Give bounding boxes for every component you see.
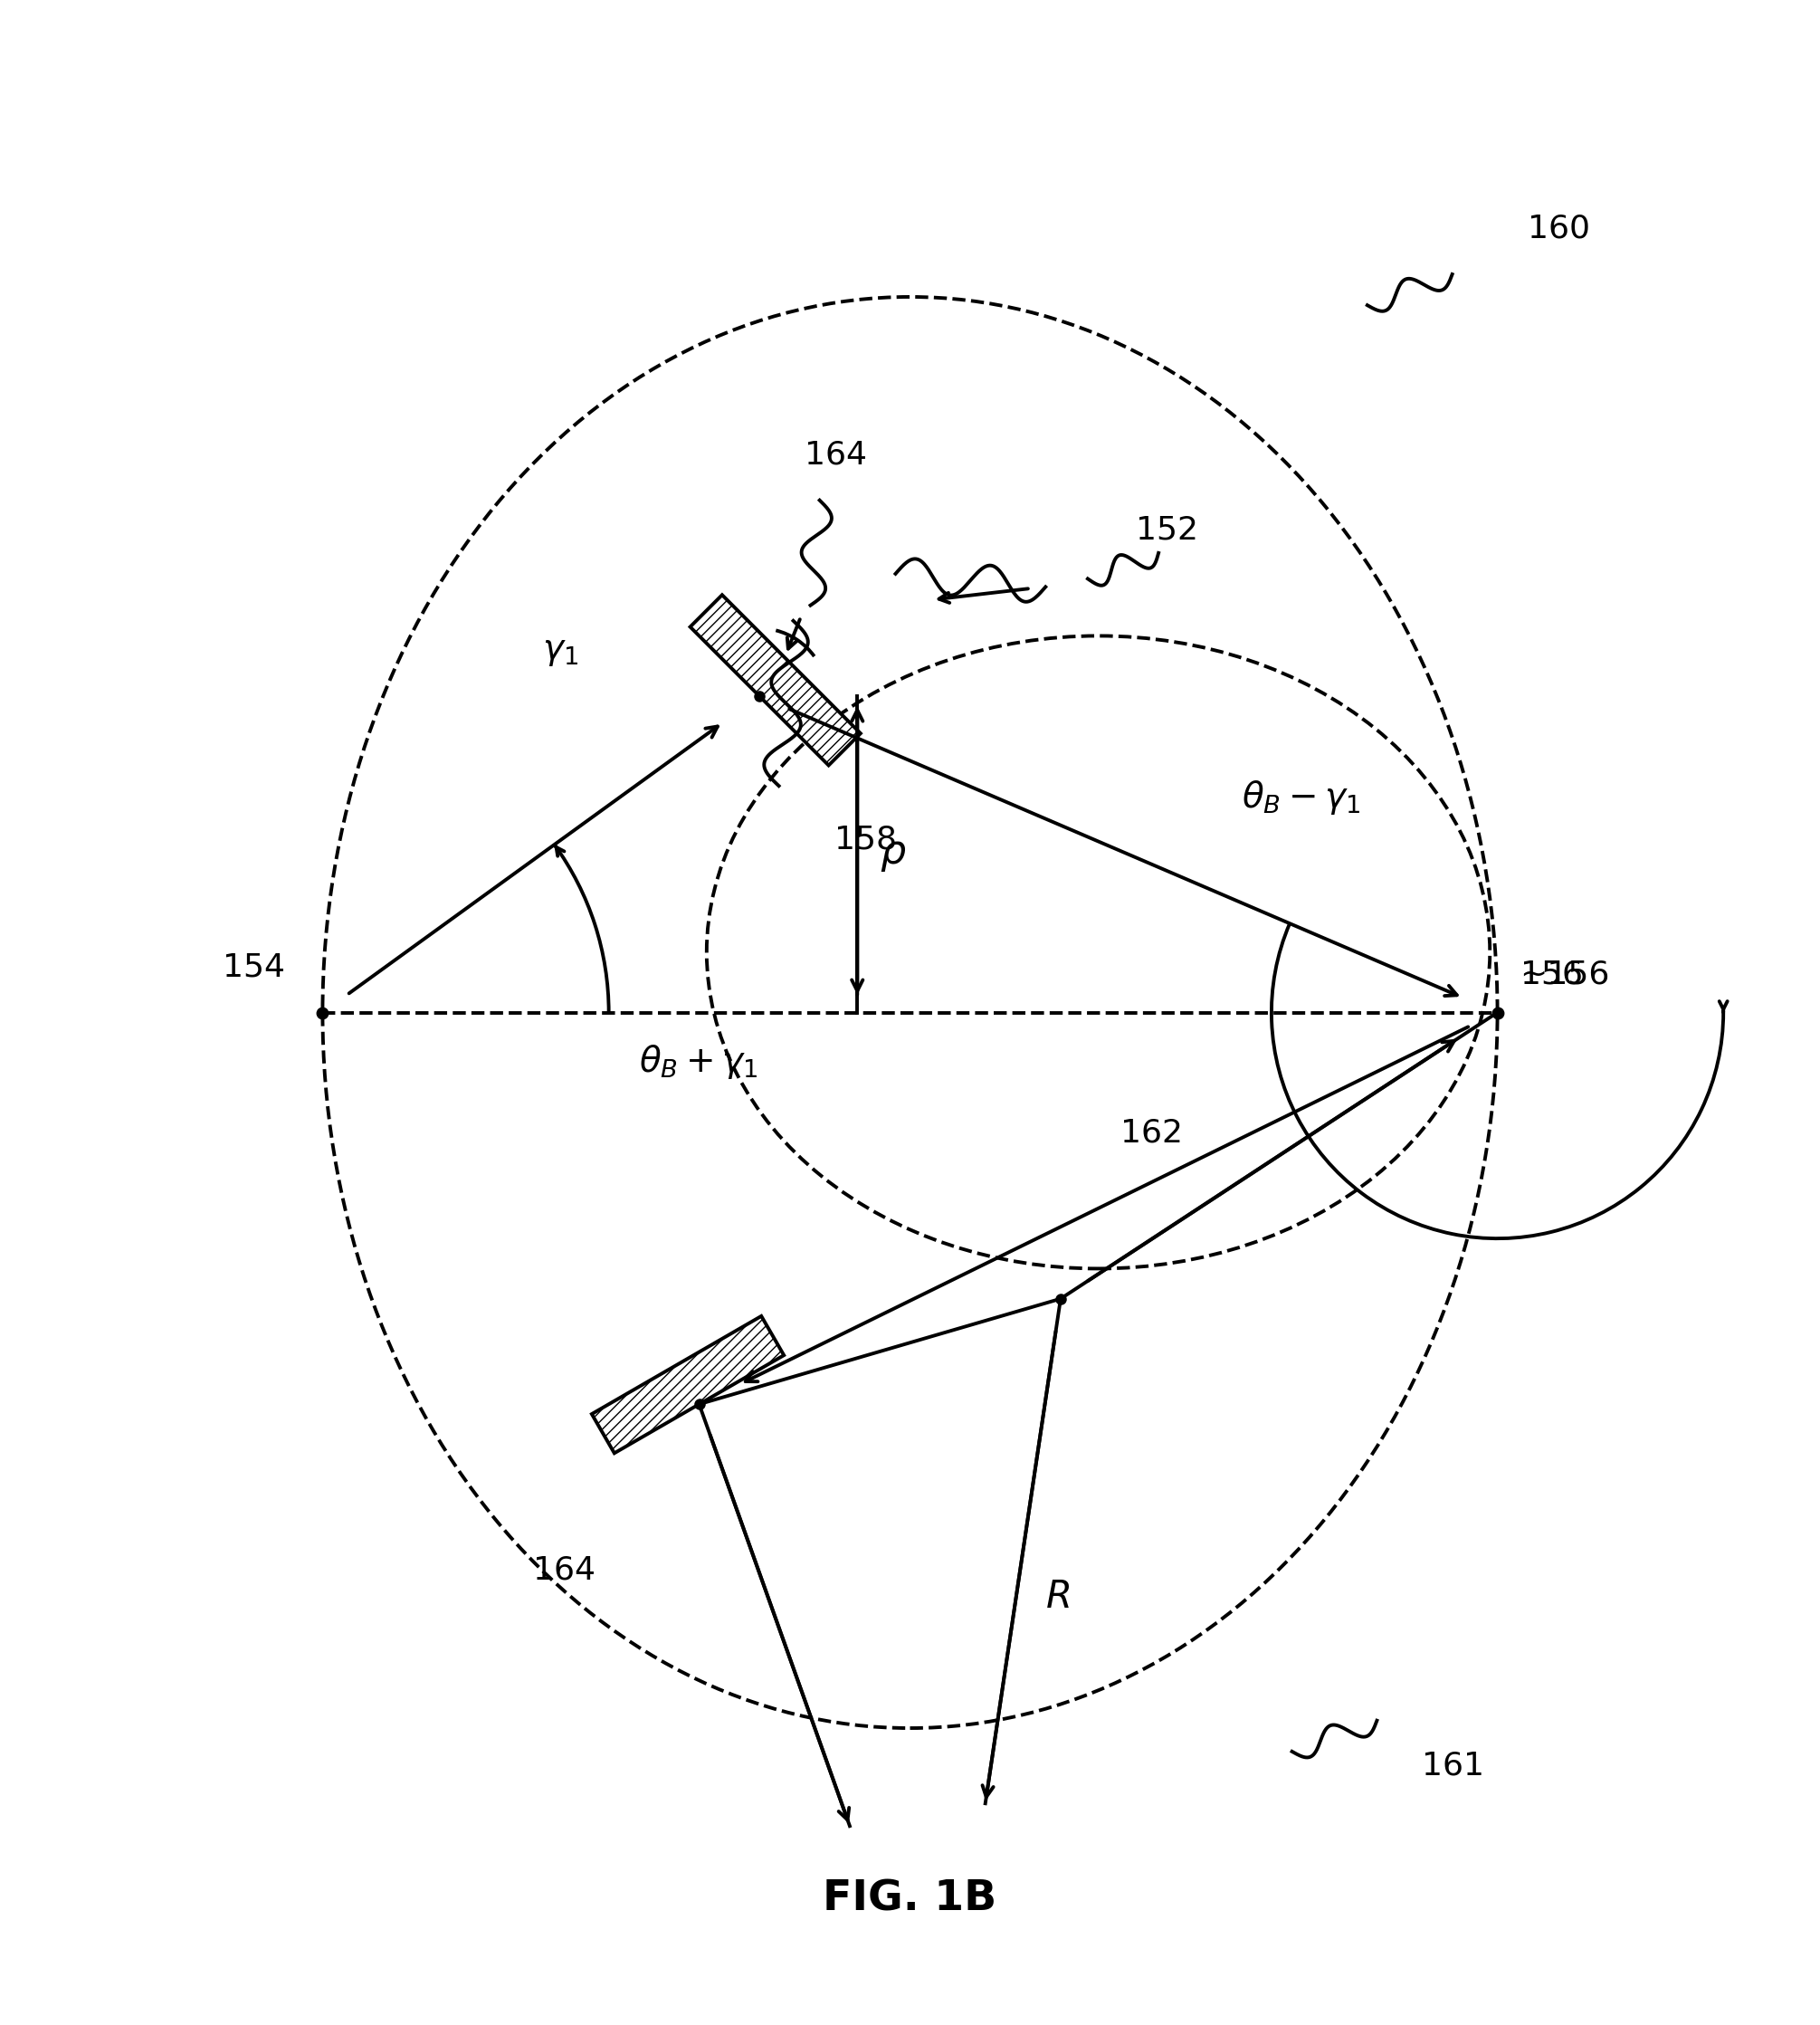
- Text: $\gamma_1$: $\gamma_1$: [542, 634, 579, 668]
- Text: 161: 161: [1421, 1752, 1485, 1782]
- Polygon shape: [592, 1316, 784, 1454]
- Text: FIG. 1B: FIG. 1B: [823, 1879, 997, 1920]
- Text: 162: 162: [1121, 1118, 1183, 1148]
- Text: 164: 164: [804, 439, 866, 470]
- Text: $R$: $R$: [1045, 1577, 1070, 1616]
- Text: 154: 154: [222, 952, 286, 982]
- Text: 164: 164: [533, 1555, 595, 1586]
- Text: ~156: ~156: [1520, 960, 1611, 990]
- Text: 158: 158: [835, 824, 897, 855]
- Text: 152: 152: [1136, 514, 1198, 545]
- Text: $\rho$: $\rho$: [879, 834, 906, 873]
- Text: $\theta_B - \gamma_1$: $\theta_B - \gamma_1$: [1241, 780, 1360, 816]
- Text: $\theta_B + \gamma_1$: $\theta_B + \gamma_1$: [639, 1043, 757, 1081]
- Polygon shape: [690, 595, 861, 765]
- Text: 160: 160: [1527, 213, 1591, 245]
- Text: 156: 156: [1520, 960, 1582, 990]
